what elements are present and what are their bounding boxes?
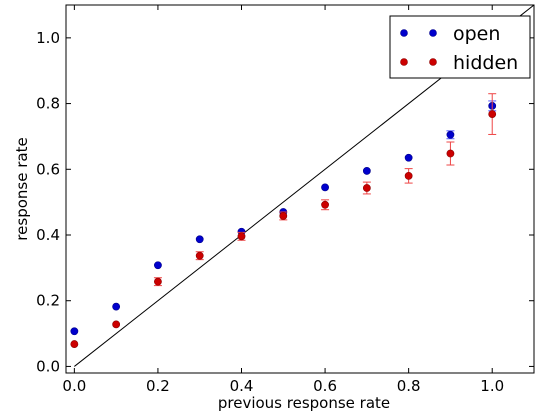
y-tick-label: 0.8	[36, 95, 60, 113]
legend-hidden-marker	[429, 58, 437, 66]
point-open	[195, 235, 204, 244]
point-open	[362, 167, 371, 175]
point-hidden	[446, 149, 455, 158]
legend-open-marker	[400, 29, 408, 37]
point-open	[154, 261, 162, 270]
plot-frame	[65, 4, 535, 374]
point-hidden	[237, 232, 246, 241]
legend-box	[389, 15, 531, 79]
legend-hidden-label: hidden	[453, 52, 518, 74]
legend-open-marker	[429, 29, 437, 37]
x-tick-label: 0.2	[146, 377, 170, 395]
x-axis-label: previous response rate	[218, 394, 390, 412]
point-hidden	[112, 320, 121, 329]
legend-hidden-marker	[400, 58, 408, 66]
point-hidden	[195, 251, 204, 260]
x-tick-label: 0.8	[397, 377, 421, 395]
point-open	[446, 130, 455, 139]
y-axis-label: response rate	[13, 137, 31, 240]
point-hidden	[404, 171, 413, 180]
y-tick-label: 0.4	[36, 226, 60, 244]
point-hidden	[488, 110, 497, 118]
point-open	[321, 183, 329, 192]
point-open	[404, 153, 413, 162]
x-tick-label: 0.4	[230, 377, 254, 395]
point-hidden	[279, 212, 288, 220]
y-tick-label: 0.2	[36, 292, 60, 310]
y-tick-label: 0.6	[36, 160, 60, 178]
x-tick-label: 1.0	[480, 377, 504, 395]
point-open	[70, 327, 79, 336]
legend: open hidden	[389, 15, 531, 79]
point-hidden	[362, 184, 371, 192]
point-hidden	[154, 277, 162, 286]
point-hidden	[70, 340, 79, 348]
axis-ticks: 0.0 0.2 0.4 0.6 0.8 1.0 0.0 0.2 0.4 0.6 0.8 1.0	[36, 5, 534, 395]
y-tick-label: 1.0	[36, 29, 60, 47]
y-tick-label: 0.0	[36, 357, 60, 375]
legend-open-label: open	[453, 23, 500, 45]
point-hidden	[321, 200, 329, 209]
point-open	[112, 302, 121, 311]
x-tick-label: 0.0	[62, 377, 86, 395]
x-tick-label: 0.6	[313, 377, 337, 395]
